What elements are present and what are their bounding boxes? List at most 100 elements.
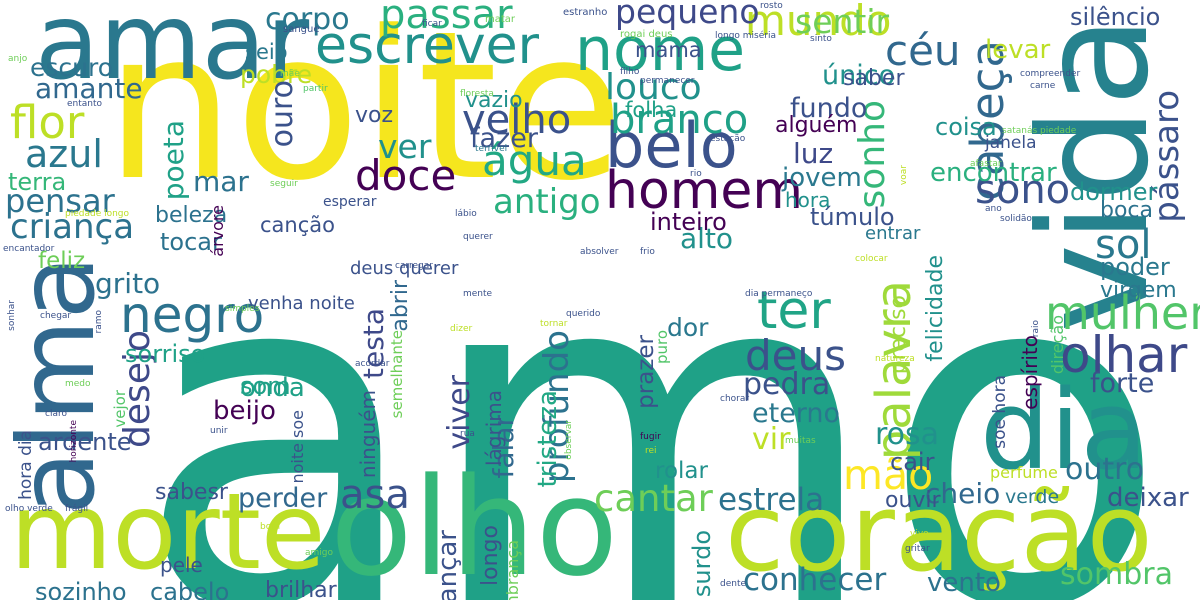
- word-174: sonhar: [7, 300, 17, 331]
- word-113: longo: [478, 525, 503, 586]
- word-199: vivo: [910, 529, 929, 539]
- word-195: olho verde: [5, 504, 53, 514]
- word-9: escrever: [315, 16, 540, 76]
- word-56: eterno: [752, 398, 841, 429]
- word-32: doce: [355, 151, 457, 200]
- word-80: abrir: [388, 280, 413, 332]
- word-136: lembrança: [503, 540, 522, 600]
- word-130: esperar: [323, 194, 377, 210]
- word-40: asa: [340, 472, 410, 518]
- word-41: mão: [843, 451, 934, 499]
- word-13: passar: [380, 0, 513, 38]
- word-55: vir: [752, 422, 791, 457]
- word-106: verde: [1005, 486, 1060, 508]
- word-33: velho: [462, 97, 572, 143]
- word-126: hora dia: [16, 430, 36, 500]
- word-73: tocar: [160, 228, 222, 256]
- word-153: floresta: [460, 89, 494, 99]
- word-201: dente: [720, 579, 747, 589]
- word-154: entanto: [67, 99, 103, 109]
- word-112: lançar: [433, 530, 463, 600]
- word-24: deus: [745, 331, 847, 380]
- word-122: mama: [635, 38, 702, 62]
- word-23: ter: [757, 281, 831, 341]
- word-27: azul: [25, 132, 103, 176]
- word-158: rio: [690, 169, 702, 179]
- word-200: gritar: [905, 544, 930, 554]
- word-65: amante: [35, 72, 143, 105]
- word-83: silêncio: [1070, 3, 1161, 31]
- word-20: olhar: [1060, 326, 1188, 384]
- word-88: coisa: [935, 113, 997, 141]
- word-137: semelhante: [388, 330, 406, 419]
- word-182: raio: [1031, 320, 1041, 338]
- word-183: natureza: [875, 354, 915, 364]
- word-98: ardente: [38, 428, 132, 456]
- word-123: seio: [245, 40, 288, 64]
- word-152: partir: [303, 84, 328, 94]
- word-151: mãe: [280, 69, 300, 79]
- word-163: querer: [463, 232, 493, 242]
- word-107: sabesr: [155, 480, 228, 505]
- word-165: frio: [640, 247, 655, 257]
- word-39: estrela: [718, 482, 825, 518]
- word-64: criança: [10, 207, 135, 247]
- word-176: ramo: [94, 310, 104, 334]
- word-160: piedade longo: [65, 209, 130, 219]
- word-59: fundo: [790, 93, 868, 124]
- word-51: perder: [238, 483, 328, 514]
- word-96: som: [240, 372, 291, 400]
- word-74: alto: [680, 222, 734, 255]
- word-101: tristeza: [533, 390, 563, 488]
- word-115: túmulo: [810, 203, 895, 231]
- word-119: folha: [625, 98, 678, 122]
- word-121: voz: [355, 103, 394, 128]
- word-6: morte: [10, 471, 326, 593]
- word-186: claro: [45, 409, 67, 419]
- word-22: negro: [120, 286, 265, 344]
- word-173: dia permaneço: [745, 289, 813, 299]
- word-57: luz: [793, 137, 834, 170]
- word-42: conhecer: [743, 562, 887, 598]
- word-146: carne: [1030, 81, 1056, 91]
- word-84: levar: [985, 35, 1051, 65]
- word-100: lágrima: [482, 390, 506, 467]
- word-76: grito: [95, 267, 161, 300]
- word-48: cheio: [925, 477, 1001, 510]
- word-172: carregar: [395, 261, 433, 271]
- word-139: estranho: [563, 7, 608, 18]
- word-125: deus querer: [350, 258, 459, 279]
- word-104: cair: [890, 448, 935, 476]
- word-14: corpo: [265, 2, 350, 37]
- word-29: sono: [975, 167, 1071, 213]
- word-93: virgem: [1100, 278, 1177, 303]
- word-143: rosto: [760, 1, 783, 11]
- word-7: dia: [980, 366, 1148, 494]
- word-116: inteiro: [650, 208, 727, 236]
- word-175: chegar: [40, 311, 72, 321]
- word-117: hora: [785, 188, 831, 212]
- word-43: sombra: [1060, 557, 1173, 592]
- word-10: nome: [575, 15, 746, 85]
- word-161: encantador: [3, 244, 55, 254]
- word-138: puro: [653, 330, 671, 365]
- word-69: ouro: [265, 80, 300, 148]
- word-97: sorriso: [125, 340, 206, 368]
- word-179: dizer: [450, 324, 473, 334]
- word-68: poeta: [157, 120, 190, 201]
- word-103: rolar: [655, 458, 708, 484]
- word-71: terra: [8, 168, 67, 196]
- word-144: sinto: [810, 34, 832, 44]
- word-92: poder: [1100, 253, 1170, 281]
- word-133: soe hora: [990, 375, 1010, 449]
- word-155: anjo: [8, 54, 28, 64]
- word-90: dormer: [1070, 178, 1158, 206]
- word-86: saber: [843, 66, 905, 91]
- word-105: ouvir: [885, 488, 941, 513]
- word-109: brilhar: [265, 578, 337, 600]
- word-11: homem: [605, 161, 804, 221]
- word-4: coração: [725, 471, 1153, 596]
- word-49: outro: [1065, 452, 1145, 487]
- word-135: perfume: [990, 463, 1058, 482]
